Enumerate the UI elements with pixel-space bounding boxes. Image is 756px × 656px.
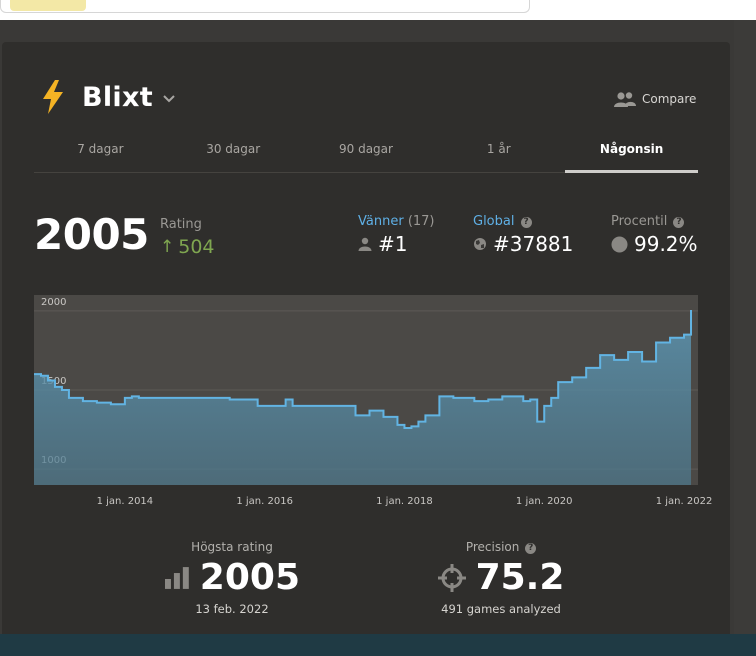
card-header: Blixt [40, 80, 175, 114]
top-strip-thumbnail[interactable] [10, 0, 86, 11]
users-icon [614, 92, 636, 107]
precision-label-wrap: Precision ? [430, 540, 572, 554]
percentile: 99.2% [611, 232, 698, 256]
tab-30-days[interactable]: 30 dagar [206, 142, 261, 156]
x-tick-label: 1 jan. 2016 [236, 496, 293, 507]
top-strip [0, 0, 756, 20]
x-tick-label: 1 jan. 2018 [376, 496, 433, 507]
current-rating: 2005 [34, 210, 149, 259]
rating-line [34, 310, 693, 429]
bar-chart-icon [164, 567, 189, 589]
global-stat-label: Global ? [473, 214, 532, 229]
games-analyzed: 491 games analyzed [441, 602, 561, 616]
percentile-label: Procentil [611, 214, 668, 229]
help-icon[interactable]: ? [673, 217, 685, 228]
x-tick-label: 1 jan. 2020 [515, 496, 573, 507]
precision-value: 75.2 [475, 557, 565, 598]
tab-90-days[interactable]: 90 dagar [339, 142, 393, 156]
x-tick-label: 1 jan. 2022 [655, 496, 713, 507]
peak-rating-date: 13 feb. 2022 [195, 602, 269, 616]
rating-gain: ↑ 504 [160, 236, 215, 258]
friends-rank: #1 [358, 232, 407, 256]
compare-button[interactable]: Compare [614, 91, 696, 107]
rating-area [34, 310, 692, 485]
precision: 75.2 [430, 560, 572, 596]
chart-x-axis: 1 jan. 2014 1 jan. 2016 1 jan. 2018 1 jan. … [34, 495, 713, 511]
y-tick-label: 2000 [41, 297, 66, 308]
peak-rating-label: Högsta rating [191, 540, 273, 554]
precision-block: Precision ? 75.2 491 games analyzed [430, 540, 572, 616]
help-icon[interactable]: ? [520, 217, 532, 228]
rating-gain-value: 504 [178, 236, 215, 258]
global-link[interactable]: Global [473, 214, 515, 229]
lightning-bolt-icon [43, 80, 63, 114]
help-icon[interactable]: ? [525, 543, 537, 554]
user-icon [358, 237, 372, 251]
game-type-title[interactable]: Blixt [82, 81, 153, 113]
compare-label: Compare [642, 92, 697, 106]
bottom-bar [0, 634, 756, 656]
precision-label: Precision [465, 540, 520, 554]
peak-rating-block: Högsta rating 2005 13 feb. 2022 [164, 540, 300, 616]
tab-7-days[interactable]: 7 dagar [77, 142, 124, 156]
chevron-down-icon[interactable] [163, 91, 175, 107]
percentile-value: 99.2% [634, 232, 698, 256]
percentile-dot-icon [611, 236, 628, 252]
global-rank: #37881 [473, 232, 573, 256]
right-edge [734, 20, 756, 634]
peak-rating: 2005 [164, 560, 300, 596]
peak-rating-value: 2005 [199, 557, 300, 598]
crosshair-icon [437, 564, 466, 592]
friends-rank-value: #1 [378, 232, 408, 256]
arrow-up-icon: ↑ [160, 237, 175, 257]
rating-history-svg: 200015001000 [34, 297, 698, 485]
globe-icon [474, 238, 486, 250]
friends-stat-label: Vänner (17) [358, 214, 435, 229]
time-range-tabs: 7 dagar 30 dagar 90 dagar 1 år Någonsin [34, 136, 698, 173]
tab-1-year[interactable]: 1 år [486, 142, 511, 156]
percentile-stat-label: Procentil ? [611, 214, 685, 229]
top-strip-box [0, 0, 530, 13]
rating-history-chart[interactable]: 200015001000 [34, 295, 698, 485]
friends-count: (17) [407, 214, 435, 229]
x-tick-label: 1 jan. 2014 [96, 496, 154, 507]
friends-link[interactable]: Vänner [358, 214, 404, 229]
rating-label: Rating [160, 217, 202, 232]
global-rank-value: #37881 [493, 232, 574, 256]
tab-all-time[interactable]: Någonsin [565, 136, 698, 173]
